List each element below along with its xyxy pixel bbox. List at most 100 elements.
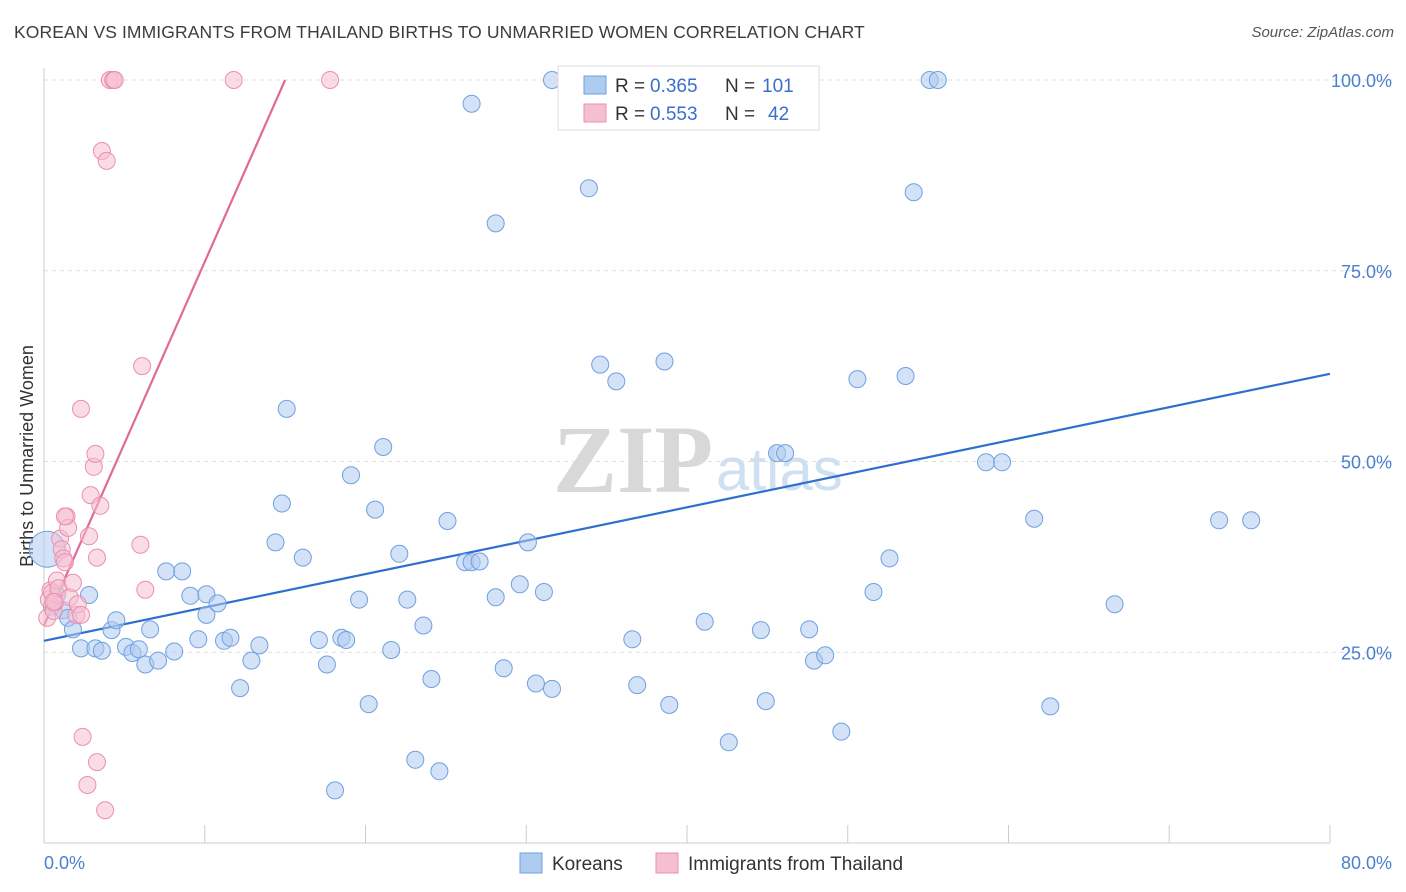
y-tick-label: 75.0%: [1341, 262, 1392, 282]
thailand-point: [88, 548, 106, 567]
korean-point: [208, 594, 227, 613]
korean-point: [1041, 697, 1060, 716]
korean-point: [526, 674, 545, 693]
legend-r-label-2: R =: [615, 104, 645, 125]
korean-point: [173, 562, 192, 581]
thailand-point: [55, 553, 74, 572]
trend-line-koreans: [43, 372, 1331, 642]
y-tick-label: 25.0%: [1341, 643, 1392, 663]
thailand-point: [44, 592, 63, 611]
korean-point: [623, 630, 642, 649]
korean-point: [800, 620, 819, 639]
bottom-legend-swatch-thailand: [655, 852, 679, 874]
stats-legend: R = 0.365 N = 101 R = 0.553 N = 42: [557, 65, 820, 131]
korean-point: [579, 179, 598, 198]
thailand-point: [131, 535, 150, 554]
legend-n-label-1: N =: [725, 76, 755, 97]
thailand-point: [72, 399, 90, 418]
korean-point: [928, 71, 947, 89]
korean-point: [1105, 595, 1124, 614]
legend-n-label-2: N =: [725, 104, 755, 125]
korean-point: [359, 695, 378, 714]
korean-point: [398, 590, 417, 609]
korean-point: [880, 549, 899, 568]
thailand-point: [224, 71, 243, 89]
korean-point: [326, 781, 344, 800]
korean-point: [591, 355, 610, 374]
legend-r-value-1: 0.365: [650, 76, 698, 97]
thailand-point: [97, 151, 116, 170]
korean-point: [993, 453, 1012, 472]
korean-point: [266, 533, 285, 552]
korean-point: [342, 466, 360, 485]
x-tick-label-max: 80.0%: [1341, 853, 1392, 873]
korean-point: [628, 676, 647, 695]
thailand-point: [105, 71, 124, 89]
korean-point: [751, 621, 770, 640]
y-tick-label: 100.0%: [1331, 71, 1392, 91]
korean-point: [141, 620, 160, 639]
thailand-point: [88, 753, 106, 772]
korean-point: [660, 695, 679, 714]
thailand-point: [80, 527, 98, 546]
korean-point: [607, 372, 626, 391]
korean-point: [149, 651, 168, 670]
bottom-legend-label-thailand: Immigrants from Thailand: [688, 854, 903, 875]
thailand-point: [133, 357, 152, 376]
korean-point: [92, 641, 111, 660]
korean-point: [486, 588, 505, 607]
korean-point: [1242, 511, 1261, 530]
korean-point: [896, 367, 915, 385]
korean-point: [510, 575, 529, 594]
korean-point: [390, 544, 409, 563]
korean-point: [756, 692, 775, 711]
thailand-point: [63, 573, 82, 592]
y-tick-labels: 25.0% 50.0% 75.0% 100.0%: [1331, 71, 1392, 663]
korean-point: [848, 370, 867, 389]
korean-point: [518, 533, 537, 552]
legend-n-value-2: 42: [768, 104, 789, 125]
thailand-point: [136, 580, 155, 599]
legend-r-value-2: 0.553: [650, 104, 698, 125]
chart-title: KOREAN VS IMMIGRANTS FROM THAILAND BIRTH…: [14, 22, 865, 42]
korean-point: [864, 583, 883, 601]
series-legend: Koreans Immigrants from Thailand: [519, 852, 903, 875]
korean-point: [1025, 509, 1044, 528]
korean-point: [816, 646, 835, 665]
y-axis-label: Births to Unmarried Women: [17, 345, 37, 567]
korean-point: [977, 453, 995, 472]
korean-point: [293, 548, 312, 567]
korean-point: [494, 659, 513, 678]
korean-point: [462, 94, 481, 113]
korean-point: [382, 641, 401, 659]
trend-line-thailand: [42, 79, 287, 626]
thailand-point: [91, 496, 110, 515]
korean-point: [366, 500, 385, 519]
korean-point: [317, 655, 336, 674]
korean-point: [221, 628, 240, 647]
korean-point: [904, 183, 923, 202]
korean-point: [350, 590, 369, 609]
korean-point: [337, 631, 356, 649]
korean-point: [129, 640, 148, 659]
trend-lines: [42, 79, 1331, 642]
bottom-legend-label-koreans: Koreans: [552, 854, 623, 875]
korean-point: [430, 762, 449, 781]
thailand-point: [321, 71, 340, 89]
korean-point: [406, 750, 425, 769]
korean-point: [250, 636, 269, 655]
thailand-point: [78, 776, 97, 794]
legend-swatch-koreans: [583, 75, 607, 95]
korean-point: [272, 494, 291, 513]
y-tick-label: 50.0%: [1341, 453, 1392, 473]
korean-point: [157, 562, 176, 581]
legend-r-label-1: R =: [615, 76, 645, 97]
thailand-point: [72, 605, 90, 624]
korean-point: [543, 679, 561, 698]
watermark-zip: ZIP: [553, 406, 713, 513]
thailand-point: [86, 444, 105, 463]
thailand-point: [55, 507, 74, 526]
source-label: Source: ZipAtlas.com: [1251, 24, 1394, 41]
korean-point: [534, 583, 553, 601]
korean-point: [832, 722, 851, 741]
